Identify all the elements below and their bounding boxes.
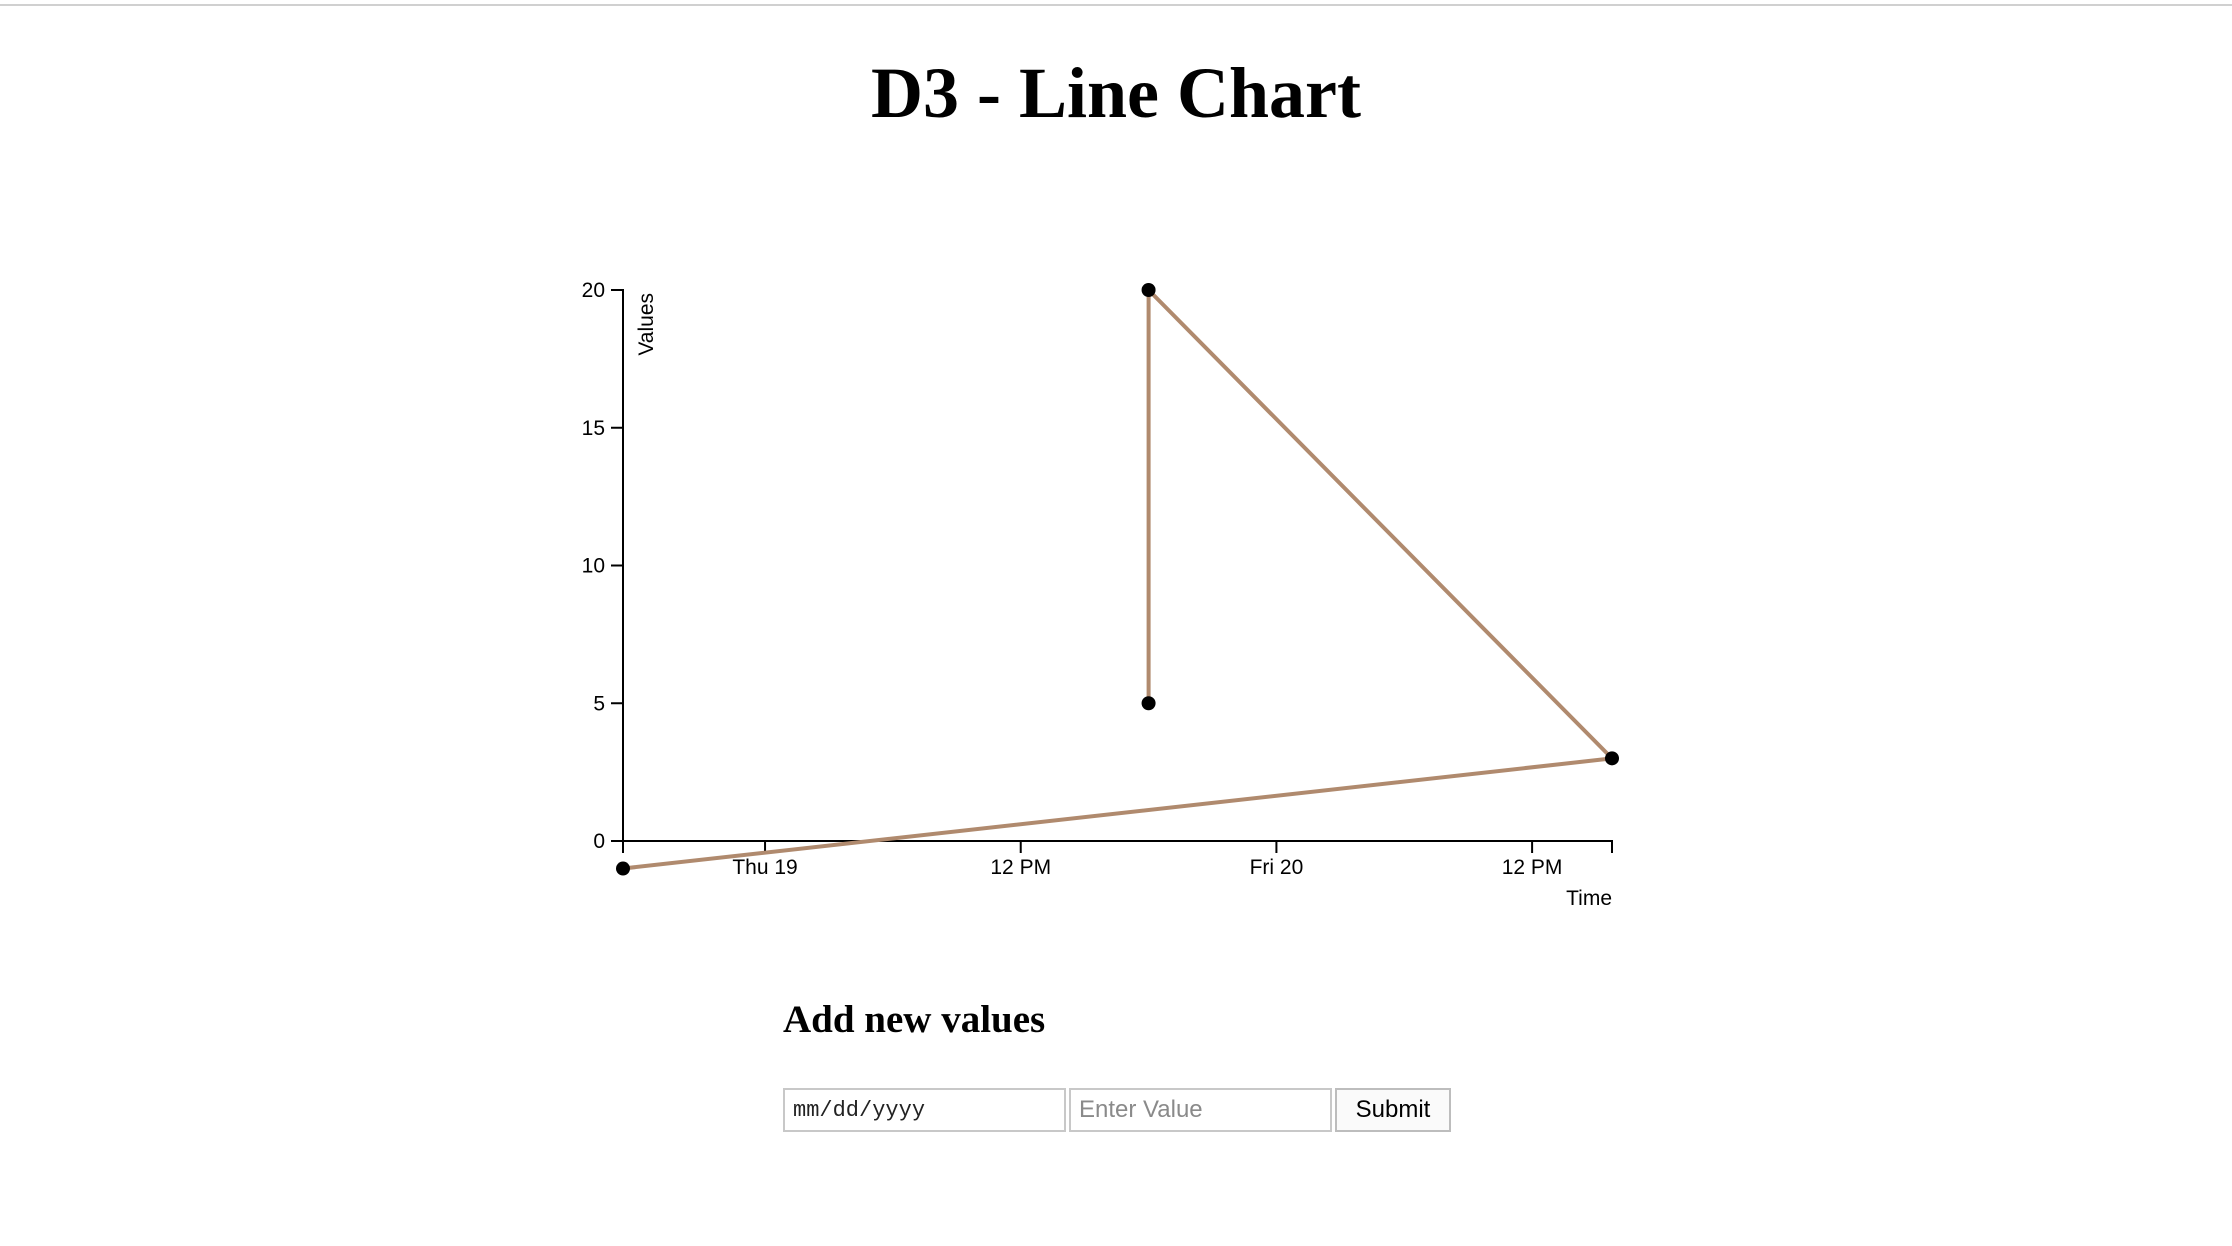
form-heading: Add new values [783, 998, 1046, 1041]
date-input[interactable] [783, 1088, 1066, 1132]
top-divider [0, 4, 2232, 6]
page-title: D3 - Line Chart [871, 53, 1361, 133]
x-axis-line [622, 840, 1613, 853]
value-input[interactable] [1069, 1088, 1332, 1132]
x-tick-label: 12 PM [990, 856, 1051, 879]
x-tick-label: Fri 20 [1250, 856, 1304, 879]
x-tick-label: 12 PM [1502, 856, 1563, 879]
add-value-form: Submit [783, 1088, 1451, 1132]
y-axis-title: Values [635, 293, 658, 356]
y-tick-label: 15 [582, 417, 605, 440]
y-axis: 0 5 10 15 20 Values [582, 279, 658, 853]
data-point [616, 861, 630, 876]
submit-button[interactable]: Submit [1335, 1088, 1451, 1132]
x-tick-label: Thu 19 [732, 856, 797, 879]
series-line [622, 288, 1614, 871]
plot-area [616, 283, 1619, 876]
y-tick-label: 10 [582, 555, 605, 578]
x-axis-title: Time [1566, 887, 1612, 910]
data-point [1141, 696, 1156, 711]
y-tick-label: 5 [593, 692, 605, 715]
y-tick-label: 20 [582, 279, 605, 302]
data-point [1605, 751, 1619, 766]
y-tick-label: 0 [593, 830, 605, 853]
data-point [1141, 283, 1156, 297]
